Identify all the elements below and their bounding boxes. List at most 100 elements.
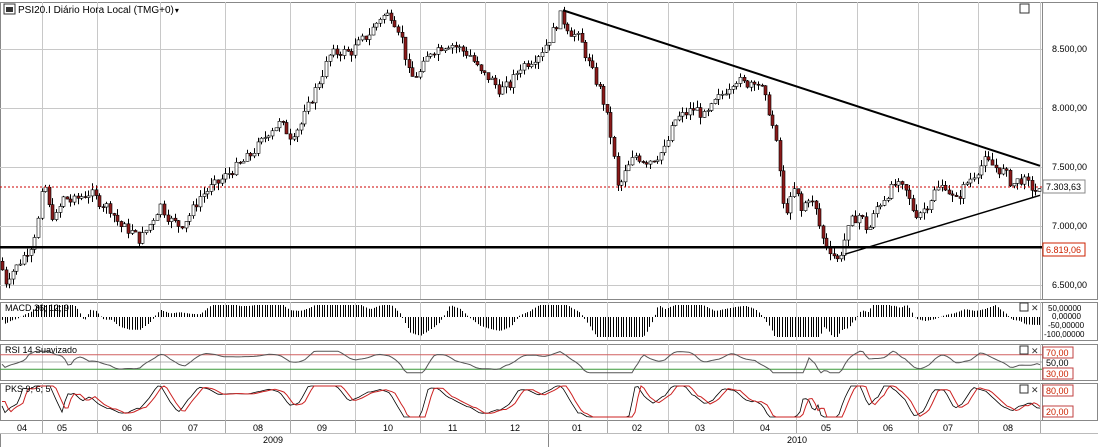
candle-body [983, 156, 988, 167]
candle-body [662, 145, 667, 153]
x-tick-label: 11 [448, 423, 457, 433]
candle-body [886, 198, 891, 201]
x-tick-label: 03 [695, 423, 705, 433]
grid [0, 2, 1042, 420]
macd-panel-maximize-button[interactable] [1019, 302, 1029, 312]
candle-body [306, 101, 311, 112]
candle-body [464, 50, 469, 56]
candle-body [871, 213, 876, 228]
candle-body [439, 47, 444, 52]
candle-body [443, 48, 448, 52]
candle-body [731, 86, 736, 90]
candle-body [832, 253, 837, 257]
candle-body [119, 221, 124, 227]
candle-body [1001, 168, 1006, 175]
candle-body [922, 208, 927, 214]
year-label: 2010 [787, 435, 807, 445]
candle-body [745, 80, 750, 88]
candle-body [130, 230, 135, 234]
candle-body [238, 161, 243, 164]
candle-body [608, 112, 613, 138]
candle-body [292, 136, 297, 140]
price-panel-maximize-button[interactable] [1019, 3, 1030, 14]
candle-body [760, 84, 765, 87]
pks-band-label: 80,00 [1046, 386, 1069, 396]
candle-body [378, 19, 383, 24]
candle-body [893, 183, 898, 186]
candle-body [691, 108, 696, 111]
candle-body [529, 63, 534, 67]
candle-body [688, 108, 693, 116]
candle-body [958, 196, 963, 199]
candle-body [331, 48, 336, 56]
candle-body [234, 161, 239, 176]
candle-body [47, 186, 52, 205]
candle-body [288, 133, 293, 140]
candle-body [756, 83, 761, 86]
macd-title: MACD 26; 12; 9 [5, 303, 69, 313]
candle-body [274, 127, 279, 132]
candle-body [511, 74, 516, 88]
candle-body [191, 204, 196, 217]
candle-body [400, 31, 405, 38]
candle-body [752, 81, 757, 85]
candle-body [158, 203, 163, 215]
candle-body [342, 49, 347, 56]
candle-body [547, 42, 552, 46]
candle-body [43, 186, 48, 192]
candle-body [313, 87, 318, 104]
rsi-panel-maximize-button[interactable] [1019, 345, 1029, 355]
candle-body [677, 115, 682, 121]
macd-panel-close-button[interactable]: ✕ [1031, 303, 1039, 313]
candle-body [61, 196, 66, 207]
candle-body [83, 196, 88, 198]
pks-panel-maximize-button[interactable] [1019, 384, 1029, 394]
candle-body [637, 155, 642, 162]
candle-body [612, 137, 617, 157]
x-tick-label: 07 [188, 423, 198, 433]
candle-body [875, 206, 880, 214]
chart-window-icon-inner [6, 7, 13, 12]
x-tick-label: 07 [943, 423, 953, 433]
x-tick-label: 08 [1003, 423, 1013, 433]
candle-body [241, 161, 246, 164]
candle-body [835, 255, 840, 260]
candle-body [36, 217, 41, 238]
candle-body [713, 99, 718, 104]
candle-body [558, 10, 563, 30]
candle-body [40, 191, 45, 219]
pks-panel-close-button[interactable]: ✕ [1031, 385, 1039, 395]
candle-body [925, 208, 930, 211]
candle-body [914, 210, 919, 218]
candle-body [990, 159, 995, 166]
candle-body [684, 112, 689, 116]
candle-body [425, 56, 430, 62]
candle-body [522, 63, 527, 71]
rsi-badge [1042, 367, 1074, 380]
candle-body [90, 189, 95, 197]
candle-body [742, 76, 747, 82]
candle-body [673, 119, 678, 126]
candle-body [590, 60, 595, 68]
y-tick-label: 8.500,00 [1052, 44, 1087, 54]
last-price-label: 7.303,63 [1046, 182, 1081, 192]
title-dropdown-icon[interactable]: ▾ [175, 6, 179, 15]
candle-body [266, 135, 271, 138]
rsi-panel-close-button[interactable]: ✕ [1031, 346, 1039, 356]
candle-body [72, 195, 77, 203]
candle-body [324, 61, 329, 77]
candle-body [457, 46, 462, 49]
candle-body [418, 71, 423, 78]
candle-body [479, 64, 484, 72]
year-label: 2009 [263, 435, 283, 445]
candle-body [252, 153, 257, 157]
candle-body [493, 77, 498, 86]
candle-body [709, 103, 714, 111]
macd-tick-label: -100,00000 [1044, 330, 1085, 339]
candle-body [421, 60, 426, 72]
x-tick-label: 08 [253, 423, 263, 433]
candle-body [122, 223, 127, 227]
candle-body [367, 34, 372, 40]
candle-body [763, 85, 768, 96]
candle-body [979, 165, 984, 176]
